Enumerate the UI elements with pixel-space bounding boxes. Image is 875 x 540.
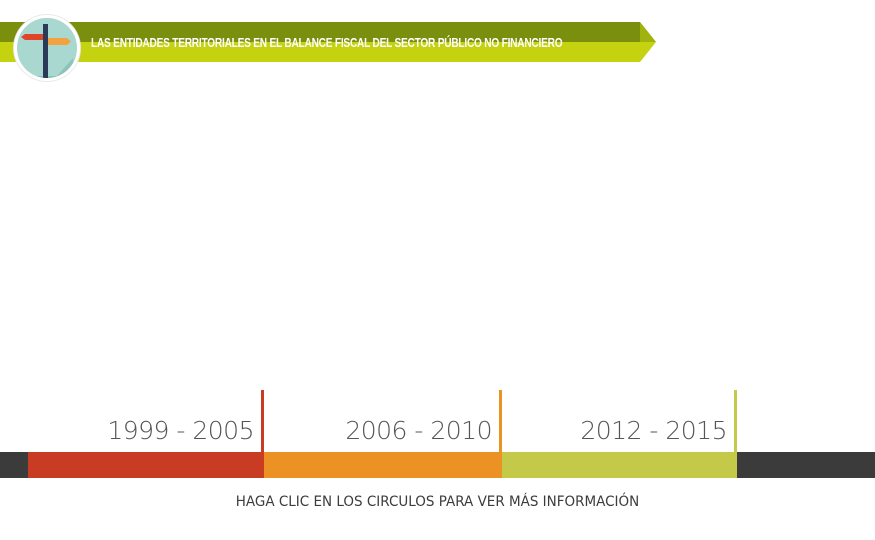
period-2012-2015[interactable]: 2012 - 2015 xyxy=(574,390,737,452)
period-label: 1999 - 2005 xyxy=(107,416,254,445)
segment-2012-2015[interactable] xyxy=(502,452,737,478)
signpost-icon xyxy=(14,15,80,81)
period-1999-2005[interactable]: 1999 - 2005 xyxy=(100,390,264,452)
header-banner: LAS ENTIDADES TERRITORIALES EN EL BALANC… xyxy=(0,22,657,62)
period-tick xyxy=(261,390,264,452)
period-label: 2006 - 2010 xyxy=(345,416,492,445)
segment-1999-2005[interactable] xyxy=(28,452,264,478)
period-label: 2012 - 2015 xyxy=(580,416,727,445)
page-title: LAS ENTIDADES TERRITORIALES EN EL BALANC… xyxy=(91,35,563,50)
segment-2006-2010[interactable] xyxy=(264,452,502,478)
period-tick xyxy=(499,390,502,452)
instruction-text: HAGA CLIC EN LOS CIRCULOS PARA VER MÁS I… xyxy=(235,494,640,510)
period-tick xyxy=(734,390,737,452)
period-2006-2010[interactable]: 2006 - 2010 xyxy=(338,390,502,452)
banner-shape xyxy=(0,22,656,62)
timeline-track xyxy=(0,452,875,478)
